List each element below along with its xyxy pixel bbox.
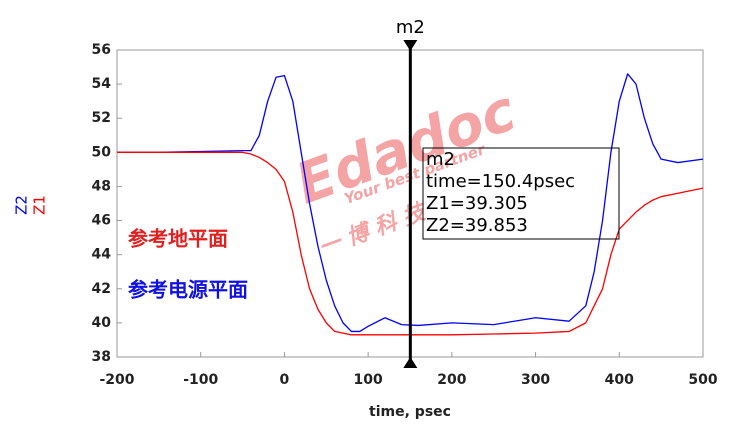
x-tick-label: 100 xyxy=(354,372,383,388)
y-tick-label: 52 xyxy=(92,110,111,126)
marker-readout: m2 xyxy=(426,149,455,170)
y-tick-label: 50 xyxy=(92,144,112,160)
x-axis-label: time, psec xyxy=(369,404,451,420)
marker-readout-box xyxy=(422,147,620,240)
y-tick-label: 56 xyxy=(92,42,111,58)
marker-triangle xyxy=(403,357,418,368)
x-tick-label: 0 xyxy=(280,372,290,388)
line-series xyxy=(117,73,704,333)
y-axis-label: Z1 xyxy=(31,195,49,215)
x-tick-label: -200 xyxy=(99,372,134,388)
marker-readout: Z1=39.305 xyxy=(426,193,528,214)
y-tick-label: 46 xyxy=(92,213,111,229)
marker-label: m2 xyxy=(396,17,425,38)
y-tick-label: 44 xyxy=(92,247,112,263)
x-tick-label: 200 xyxy=(437,372,466,388)
y-tick-label: 48 xyxy=(92,178,111,194)
y-tick-label: 42 xyxy=(92,281,111,297)
x-tick-label: 300 xyxy=(521,372,550,388)
marker-readout: Z2=39.853 xyxy=(426,215,528,236)
x-tick-label: 500 xyxy=(688,372,717,388)
y-tick-label: 40 xyxy=(92,315,112,331)
marker-readout: time=150.4psec xyxy=(426,171,575,192)
y-axis-label: Z2 xyxy=(13,195,31,215)
annotation: 参考地平面 xyxy=(128,227,228,251)
x-tick-label: -100 xyxy=(183,372,218,388)
marker-triangle xyxy=(403,40,418,51)
line-series xyxy=(117,151,704,336)
y-tick-label: 38 xyxy=(92,349,111,365)
y-tick-label: 54 xyxy=(92,76,112,92)
x-tick-label: 400 xyxy=(605,372,634,388)
annotation: 参考电源平面 xyxy=(128,278,248,302)
